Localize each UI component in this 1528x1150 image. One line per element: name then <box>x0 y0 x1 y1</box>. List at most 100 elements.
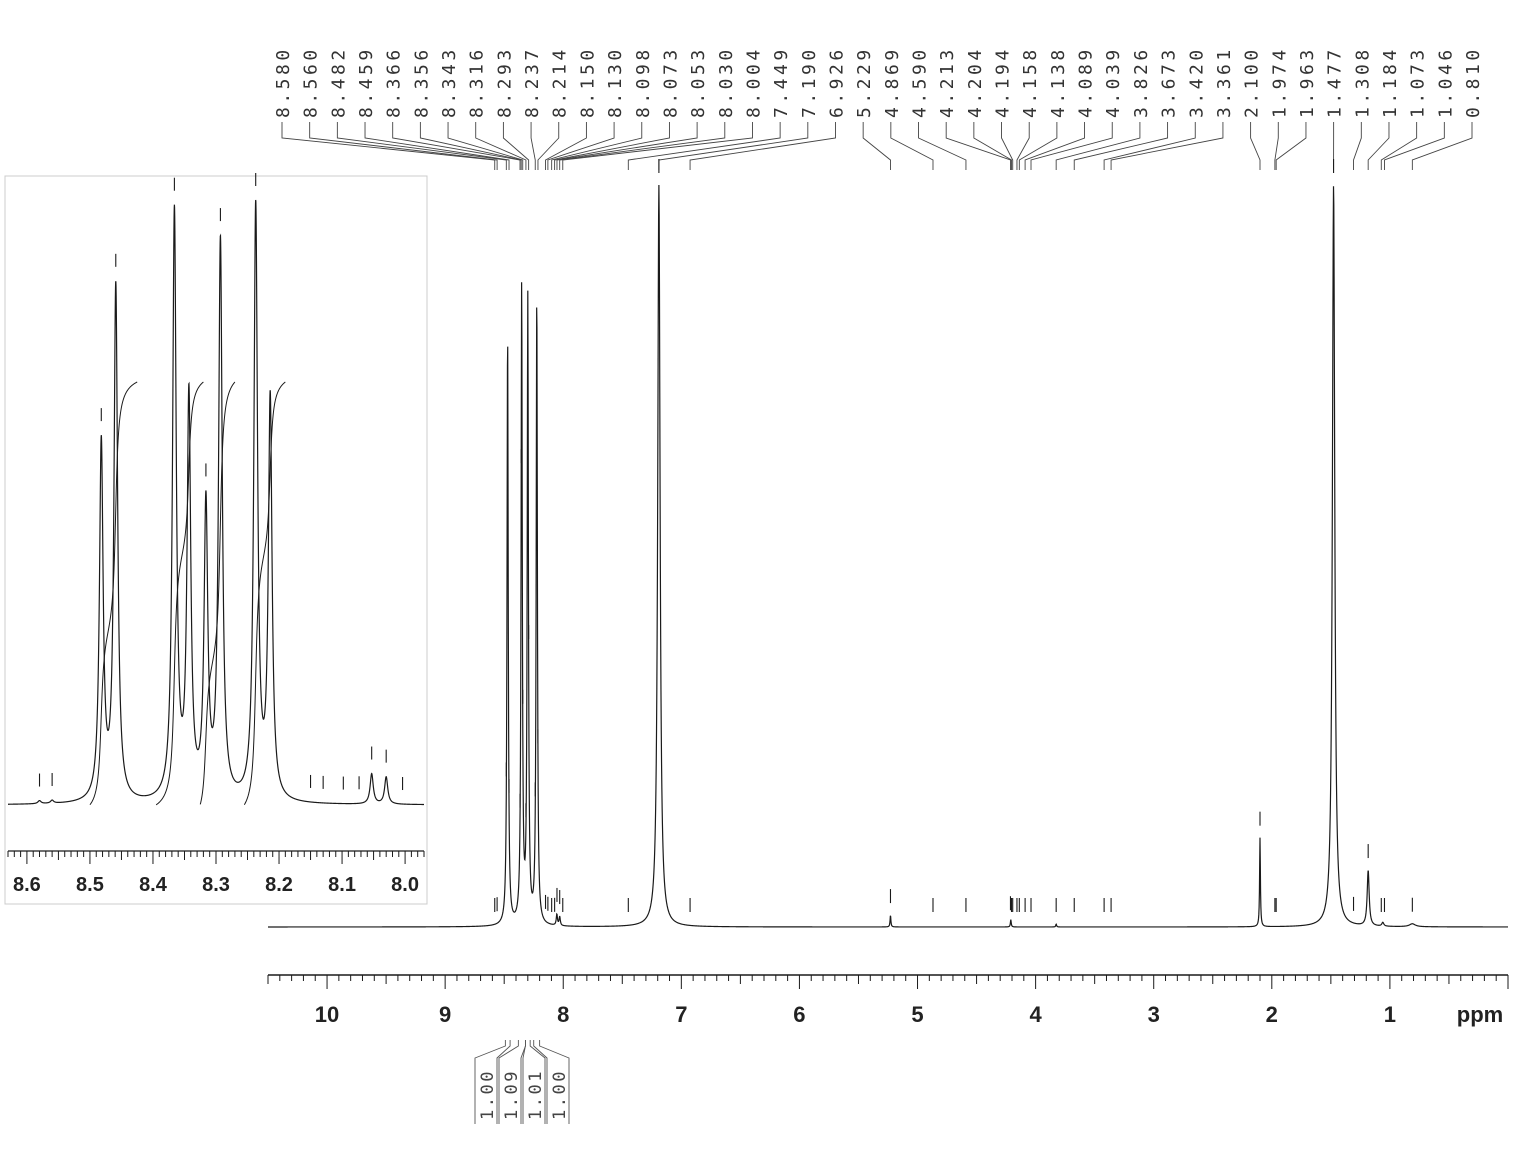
peak-label-leader <box>1384 122 1445 170</box>
peak-label: 8.053 <box>688 46 709 118</box>
peak-label: 1.974 <box>1269 46 1290 118</box>
peak-label: 0.810 <box>1463 46 1484 118</box>
peak-label: 8.580 <box>273 46 294 118</box>
integral-bracket <box>533 1040 548 1124</box>
peak-label-leader <box>336 122 507 170</box>
peak-label: 1.963 <box>1297 46 1318 118</box>
peak-label-leader <box>1411 122 1473 170</box>
peak-label: 8.482 <box>328 46 349 118</box>
peak-label-leader <box>556 122 698 170</box>
peak-label-leader <box>945 122 1011 170</box>
integral-label: 1.00 <box>550 1069 570 1120</box>
inset-integral-curve <box>243 381 286 805</box>
peak-label: 8.343 <box>439 46 460 118</box>
peak-label: 4.590 <box>910 46 931 118</box>
peak-pick-markers <box>494 159 1413 912</box>
inset-integral-curves <box>89 381 286 806</box>
spectrum-line <box>268 184 1508 928</box>
peak-label-leader <box>918 122 967 170</box>
x-tick-label: 5 <box>911 1002 923 1027</box>
peak-label: 8.030 <box>716 46 737 118</box>
peak-label-leader <box>547 122 615 170</box>
peak-label: 2.100 <box>1242 46 1263 118</box>
inset-integral-curve <box>155 381 204 806</box>
inset-x-tick-label: 8.0 <box>391 874 419 896</box>
peak-label: 8.366 <box>384 46 405 118</box>
peak-label: 8.356 <box>411 46 432 118</box>
peak-label-leader <box>419 122 522 170</box>
inset-integral-curve <box>199 381 236 805</box>
peak-label: 8.004 <box>743 46 764 118</box>
x-tick-label: 10 <box>315 1002 339 1027</box>
peak-label: 8.130 <box>605 46 626 118</box>
x-tick-label: 7 <box>675 1002 687 1027</box>
peak-label: 4.138 <box>1048 46 1069 118</box>
peak-label-leader <box>554 122 670 170</box>
peak-label: 8.237 <box>522 46 543 118</box>
inset-spectrum-trace <box>8 199 424 806</box>
inset-spectrum-line <box>8 199 424 806</box>
peak-label-leader <box>1016 122 1030 170</box>
peak-label: 1.308 <box>1352 46 1373 118</box>
peak-label-leader <box>1030 122 1113 170</box>
inset-x-tick-label: 8.2 <box>265 874 293 896</box>
peak-label-leader <box>627 122 781 170</box>
inset-x-tick-label: 8.4 <box>139 874 168 896</box>
peak-label: 3.826 <box>1131 46 1152 118</box>
peak-label: 1.073 <box>1408 46 1429 118</box>
peak-label: 7.449 <box>771 46 792 118</box>
x-tick-label: 8 <box>557 1002 569 1027</box>
peak-label: 4.158 <box>1020 46 1041 118</box>
peak-label-leader <box>689 122 836 170</box>
x-axis-label: ppm <box>1457 1002 1503 1027</box>
peak-label: 4.204 <box>965 46 986 118</box>
integral-bracket <box>522 1040 526 1124</box>
peak-label-leader <box>1353 122 1362 170</box>
spectrum-trace <box>268 184 1508 928</box>
peak-label-leader <box>447 122 524 170</box>
x-axis: 10 9 8 7 6 5 4 3 2 1 <box>267 974 1509 1027</box>
peak-label-leader <box>1055 122 1141 170</box>
integral-bracket <box>539 1040 570 1124</box>
peak-label: 1.046 <box>1435 46 1456 118</box>
peak-label: 4.089 <box>1076 46 1097 118</box>
peak-label: 8.459 <box>356 46 377 118</box>
peak-label: 8.214 <box>550 46 571 118</box>
peak-label-leader <box>559 122 726 170</box>
peak-label-leader <box>973 122 1012 170</box>
inset-integral-curve <box>89 381 138 806</box>
peak-label-leader <box>862 122 891 170</box>
inset-peak-pick-markers <box>38 173 404 791</box>
integral-labels: 1.00 1.09 1.01 1.00 <box>474 1040 570 1124</box>
peak-label-leader <box>1103 122 1196 170</box>
peak-label-leader <box>1018 122 1058 170</box>
peak-label-leader <box>309 122 498 170</box>
x-tick-label: 9 <box>439 1002 451 1027</box>
integral-bracket <box>498 1040 519 1124</box>
peak-label-leader <box>1110 122 1224 170</box>
peak-label-leader <box>545 122 587 170</box>
x-tick-label: 1 <box>1384 1002 1396 1027</box>
integral-label: 1.00 <box>478 1069 498 1120</box>
inset-x-tick-label: 8.3 <box>202 874 230 896</box>
peak-label-leader <box>551 122 643 170</box>
peak-label: 3.361 <box>1214 46 1235 118</box>
integral-label: 1.09 <box>502 1069 522 1120</box>
x-tick-label: 4 <box>1029 1002 1042 1027</box>
peak-label: 4.194 <box>993 46 1014 118</box>
peak-label: 8.150 <box>577 46 598 118</box>
integral-bracket <box>474 1040 506 1124</box>
inset-x-axis: 8.6 8.5 8.4 8.3 8.2 8.1 8.0 <box>7 850 425 896</box>
peak-label-leader <box>1001 122 1014 170</box>
peak-label: 8.560 <box>301 46 322 118</box>
peak-label-leader <box>1380 122 1418 170</box>
peak-label: 1.477 <box>1325 46 1346 118</box>
peak-label: 8.073 <box>660 46 681 118</box>
x-tick-label: 6 <box>793 1002 805 1027</box>
x-tick-label: 2 <box>1266 1002 1278 1027</box>
peak-label-leader <box>890 122 934 170</box>
peak-label: 5.229 <box>854 46 875 118</box>
peak-label: 7.190 <box>799 46 820 118</box>
peak-label-leader <box>562 122 753 170</box>
